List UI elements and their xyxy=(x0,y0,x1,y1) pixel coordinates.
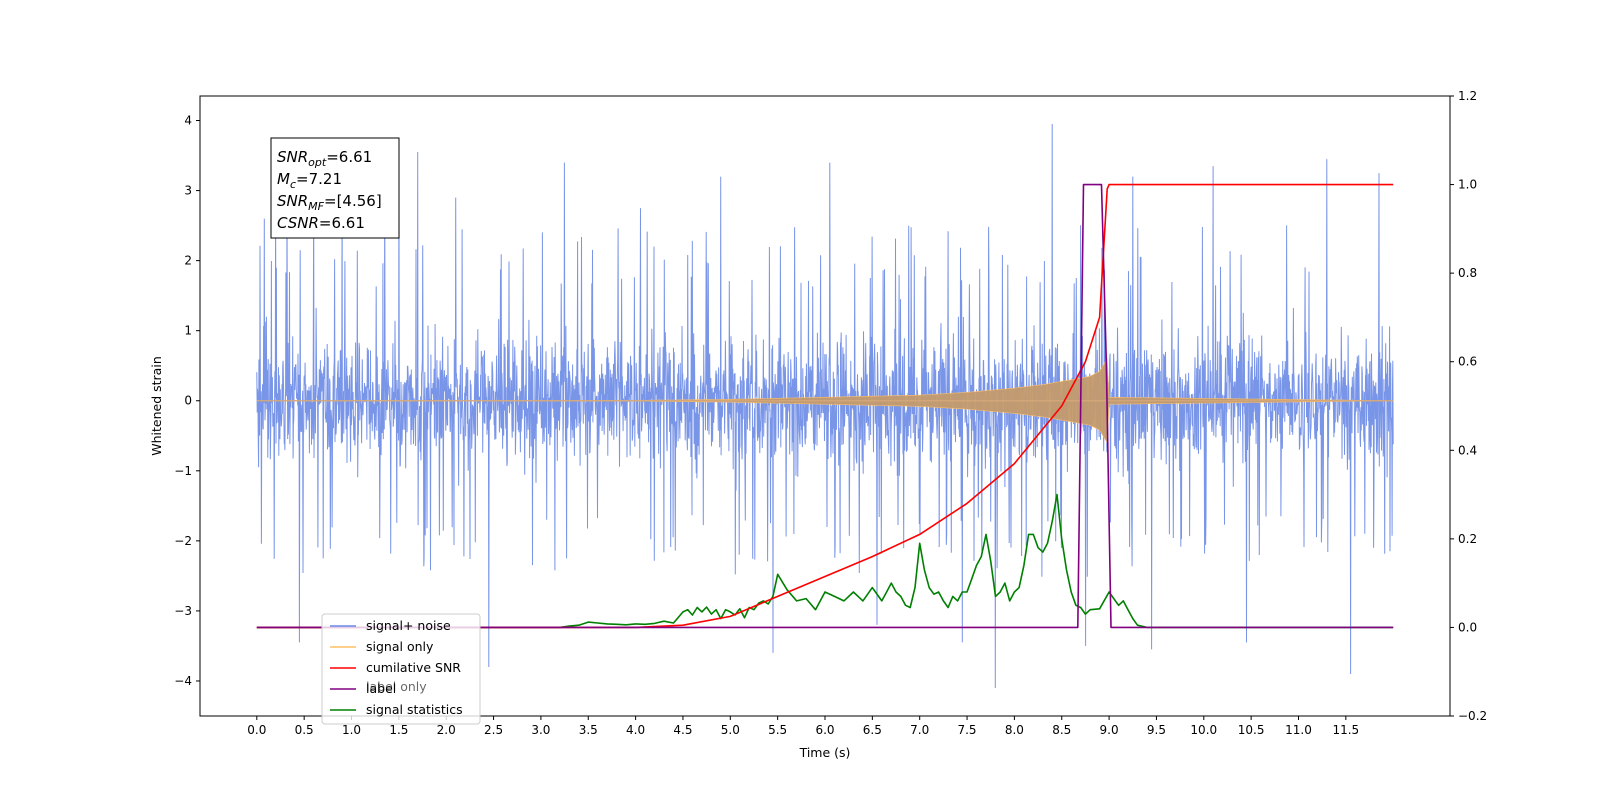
legend-label: signal statistics xyxy=(366,702,463,717)
y2-tick-label: 1.2 xyxy=(1458,89,1477,103)
legend-label: signal only xyxy=(366,639,434,654)
x-tick-label: 7.5 xyxy=(957,723,976,737)
x-tick-label: 4.5 xyxy=(673,723,692,737)
x-tick-label: 11.5 xyxy=(1332,723,1359,737)
info-line: Mc=7.21 xyxy=(277,170,342,191)
x-axis: 0.0 0.5 1.0 1.5 2.0 2.5 3.0 3.5 4.0 4.5 5.0 5.5 6.0 6… xyxy=(247,716,1359,737)
signal-noise-line xyxy=(256,123,1394,689)
x-tick-label: 1.0 xyxy=(342,723,361,737)
x-tick-label: 8.0 xyxy=(1005,723,1024,737)
y-tick-label: −3 xyxy=(174,604,192,618)
y-tick-label: 4 xyxy=(184,114,192,128)
x-tick-label: 5.5 xyxy=(768,723,787,737)
x-tick-label: 9.0 xyxy=(1100,723,1119,737)
signal-only-series xyxy=(256,357,1394,444)
signal-statistics-line xyxy=(256,493,1394,629)
y-axis-right: −0.2 0.0 0.2 0.4 0.6 0.8 1.0 1.2 xyxy=(1450,89,1487,723)
legend-label: signal+ noise xyxy=(366,618,451,633)
x-tick-label: 6.5 xyxy=(863,723,882,737)
x-tick-label: 7.0 xyxy=(910,723,929,737)
y2-tick-label: 0.2 xyxy=(1458,532,1477,546)
info-line: SNRopt=6.61 xyxy=(277,148,372,169)
x-tick-label: 10.5 xyxy=(1238,723,1265,737)
legend-label: cumilative SNR xyxy=(366,660,461,675)
y-tick-label: 3 xyxy=(184,184,192,198)
x-tick-label: 3.0 xyxy=(531,723,550,737)
y2-tick-label: 0.4 xyxy=(1458,443,1477,457)
x-axis-label: Time (s) xyxy=(799,745,851,760)
y-tick-label: 2 xyxy=(184,254,192,268)
y2-tick-label: 1.0 xyxy=(1458,178,1477,192)
y-tick-label: −2 xyxy=(174,534,192,548)
legend-frame xyxy=(321,613,481,725)
x-tick-label: 3.5 xyxy=(579,723,598,737)
right-axis-series xyxy=(256,183,1394,629)
legend-hidden-text: label only xyxy=(366,679,427,694)
signal-noise-series xyxy=(256,123,1394,689)
x-tick-label: 5.0 xyxy=(721,723,740,737)
y2-tick-label: 0.0 xyxy=(1458,620,1477,634)
x-tick-label: 6.0 xyxy=(815,723,834,737)
legend-label: label xyxy=(366,681,396,696)
x-tick-label: 0.5 xyxy=(295,723,314,737)
x-tick-label: 0.0 xyxy=(247,723,266,737)
x-tick-label: 4.0 xyxy=(626,723,645,737)
y2-tick-label: 0.8 xyxy=(1458,266,1477,280)
x-tick-label: 10.0 xyxy=(1190,723,1217,737)
y-axis-left: −4 −3 −2 −1 0 1 2 3 4 xyxy=(174,114,200,688)
x-tick-label: 2.0 xyxy=(437,723,456,737)
y2-tick-label: −0.2 xyxy=(1458,709,1487,723)
info-line: SNRMF=[4.56] xyxy=(277,192,382,213)
plot-area xyxy=(256,123,1394,689)
legend: label only signal+ noise signal only cumila… xyxy=(321,613,481,725)
y-tick-label: −4 xyxy=(174,674,192,688)
x-tick-label: 1.5 xyxy=(389,723,408,737)
y2-tick-label: 0.6 xyxy=(1458,355,1477,369)
x-tick-label: 8.5 xyxy=(1052,723,1071,737)
y-tick-label: 0 xyxy=(184,394,192,408)
label-line xyxy=(256,183,1394,629)
x-tick-label: 9.5 xyxy=(1147,723,1166,737)
y-tick-label: −1 xyxy=(174,464,192,478)
info-box-frame xyxy=(270,137,400,239)
x-tick-label: 11.0 xyxy=(1285,723,1312,737)
y-tick-label: 1 xyxy=(184,324,192,338)
info-line: CSNR=6.61 xyxy=(277,214,365,232)
x-tick-label: 2.5 xyxy=(484,723,503,737)
y-axis-label: Whitened strain xyxy=(149,356,164,455)
